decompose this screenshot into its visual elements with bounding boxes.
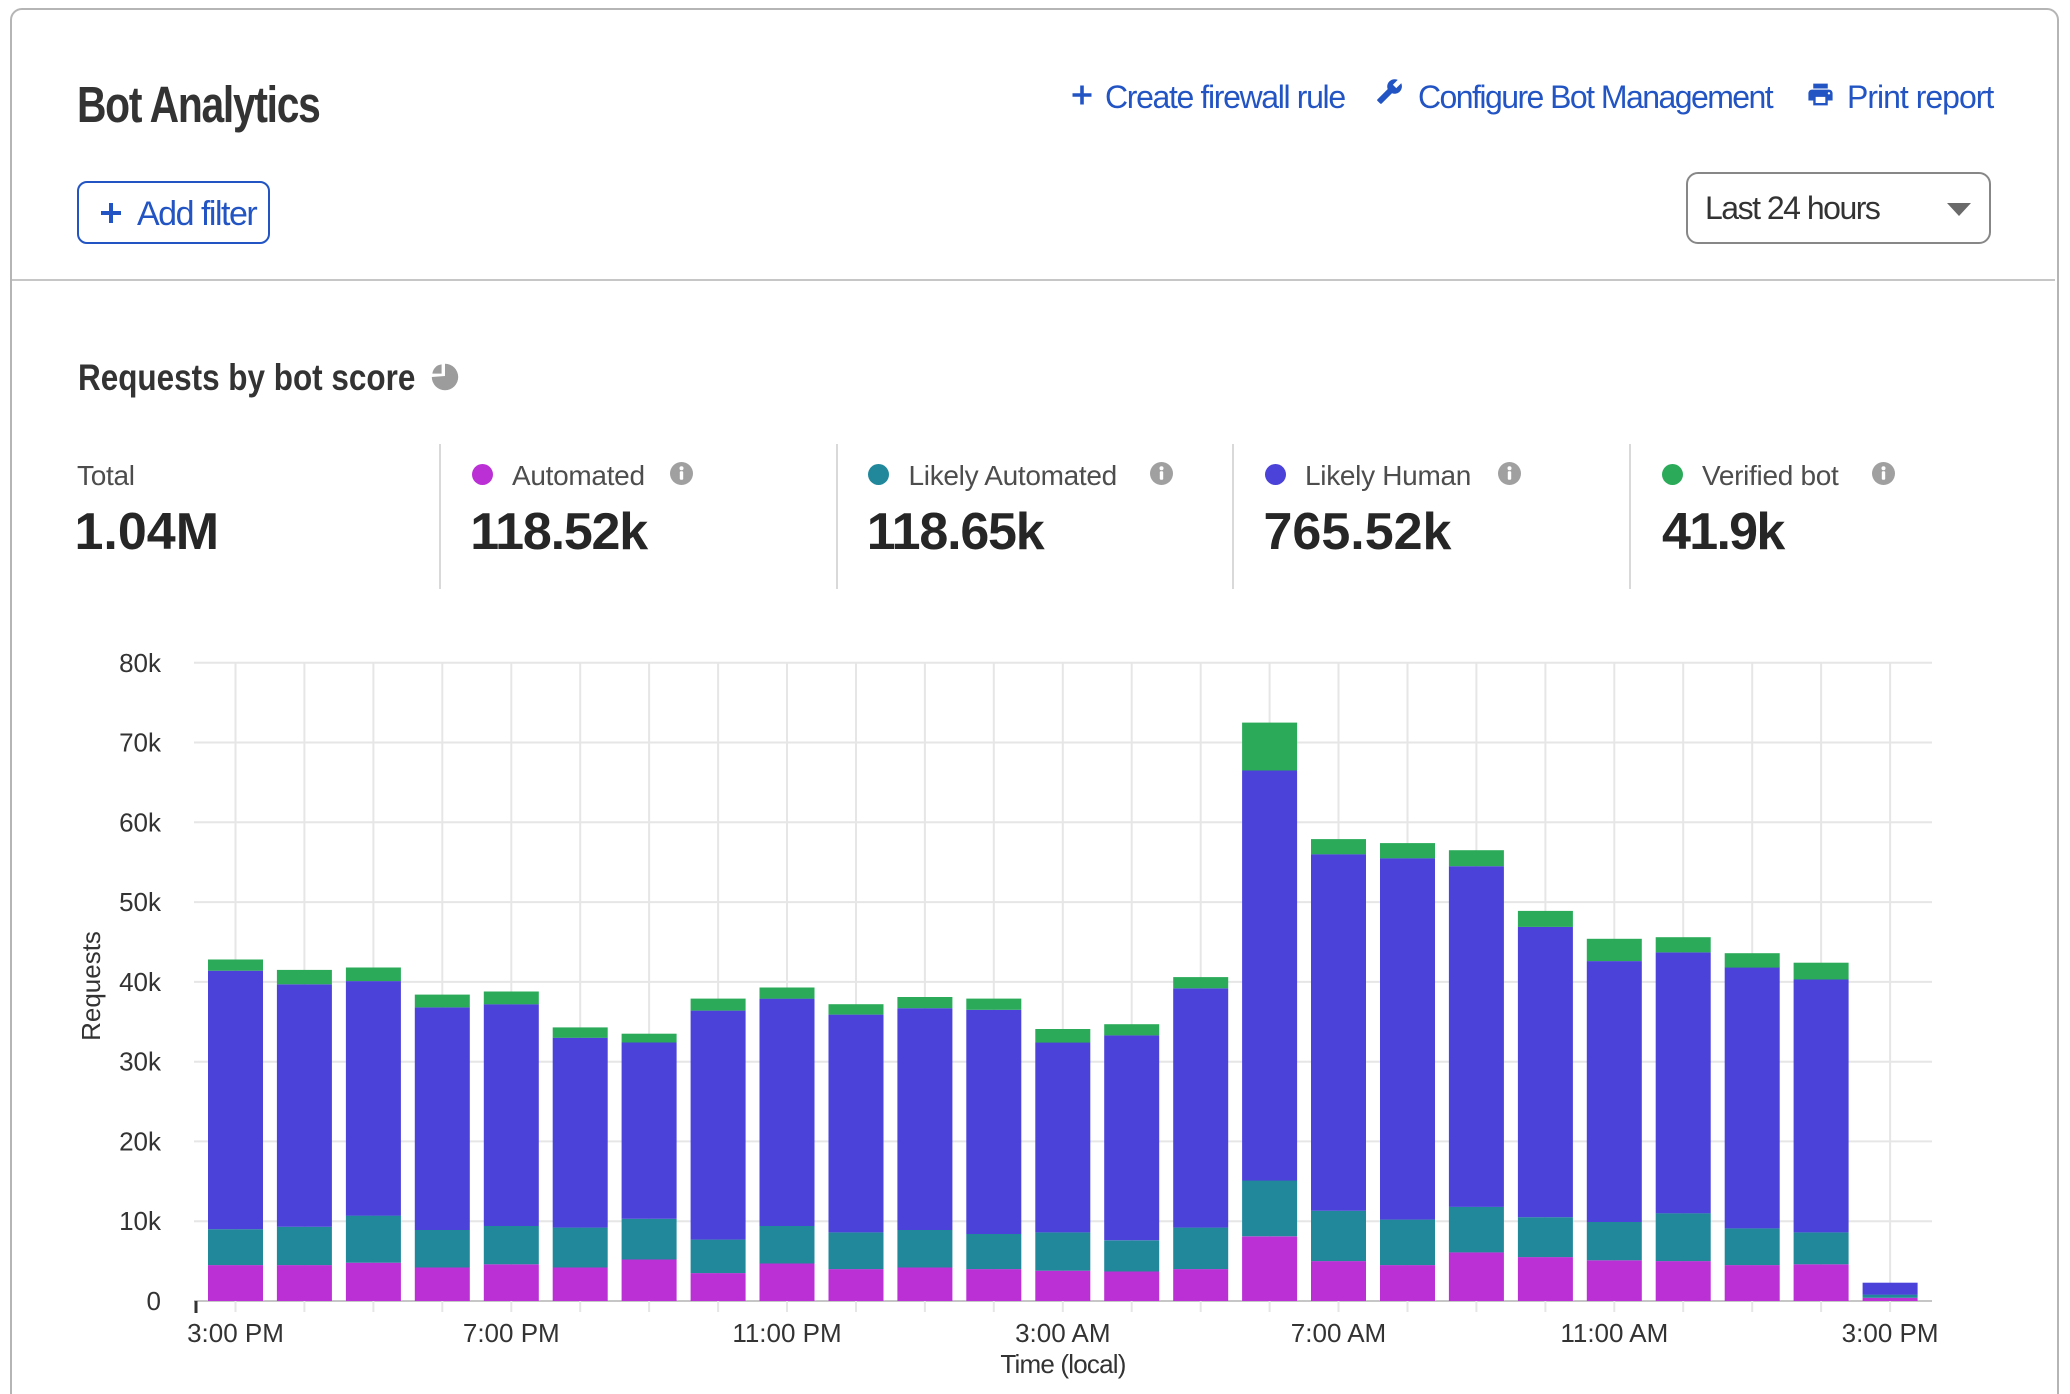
svg-text:70k: 70k bbox=[119, 728, 162, 758]
svg-text:11:00 PM: 11:00 PM bbox=[732, 1318, 841, 1348]
svg-text:3:00 PM: 3:00 PM bbox=[187, 1318, 284, 1348]
svg-text:30k: 30k bbox=[119, 1047, 162, 1077]
svg-text:Time (local): Time (local) bbox=[1000, 1349, 1125, 1379]
svg-text:50k: 50k bbox=[119, 887, 162, 917]
svg-text:Requests: Requests bbox=[76, 931, 106, 1041]
svg-text:60k: 60k bbox=[119, 807, 162, 837]
svg-text:3:00 PM: 3:00 PM bbox=[1842, 1318, 1939, 1348]
svg-text:3:00 AM: 3:00 AM bbox=[1015, 1318, 1110, 1348]
svg-text:11:00 AM: 11:00 AM bbox=[1560, 1318, 1668, 1348]
svg-text:7:00 PM: 7:00 PM bbox=[463, 1318, 560, 1348]
svg-text:20k: 20k bbox=[119, 1126, 162, 1156]
svg-text:80k: 80k bbox=[119, 648, 162, 678]
svg-text:40k: 40k bbox=[119, 967, 162, 997]
svg-text:10k: 10k bbox=[119, 1206, 162, 1236]
svg-text:7:00 AM: 7:00 AM bbox=[1291, 1318, 1386, 1348]
svg-text:0: 0 bbox=[147, 1286, 161, 1316]
